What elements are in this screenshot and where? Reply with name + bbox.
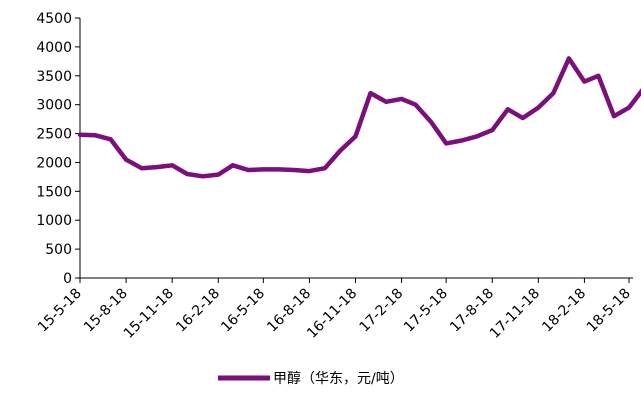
data-point [340,150,341,151]
data-point [202,176,203,177]
data-point [218,174,219,175]
data-point [172,165,173,166]
data-point [141,168,142,169]
data-point [324,168,325,169]
y-tick-label: 4000 [36,40,72,56]
data-point [629,107,630,108]
data-point [156,167,157,168]
y-tick-label: 4500 [36,11,72,27]
data-point [553,93,554,94]
x-tick-label: 17-11-18 [487,286,543,342]
data-point [232,165,233,166]
data-point [522,118,523,119]
data-point [95,135,96,136]
data-point [80,134,81,135]
data-point [355,136,356,137]
data-point [126,159,127,160]
data-point [461,140,462,141]
data-point [187,174,188,175]
y-tick-label: 500 [45,242,72,258]
data-point [278,169,279,170]
y-axis-ticks: 0 500 1000 1500 2000 2500 3000 3500 4000 4500 [36,11,80,287]
data-point [431,122,432,123]
data-point [492,130,493,131]
data-point [584,81,585,82]
data-point [538,107,539,108]
legend: 甲醇（华东，元/吨） [218,370,404,387]
data-point [370,93,371,94]
y-tick-label: 1500 [36,184,72,200]
data-point [507,109,508,110]
x-tick-label: 18-2-18 [539,286,589,336]
data-point [293,170,294,171]
x-tick-label: 15-11-18 [121,286,177,342]
data-point [568,58,569,59]
series-layer [80,58,641,177]
x-tick-label: 17-2-18 [356,286,406,336]
data-point [309,171,310,172]
y-tick-label: 1000 [36,213,72,229]
x-tick-label: 18-5-18 [584,286,634,336]
data-point [248,170,249,171]
x-tick-label: 17-5-18 [401,286,451,336]
data-point [614,116,615,117]
x-tick-label: 15-5-18 [35,286,85,336]
y-tick-label: 0 [63,271,72,287]
legend-label: 甲醇（华东，元/吨） [273,370,404,387]
axes: 0 500 1000 1500 2000 2500 3000 3500 4000 4500 15-… [35,11,634,342]
data-point [476,136,477,137]
y-tick-label: 2000 [36,155,72,171]
data-point [110,139,111,140]
y-tick-label: 2500 [36,127,72,143]
x-axis-ticks: 15-5-1815-8-1815-11-1816-2-1816-5-1816-8… [35,278,634,342]
data-point [446,143,447,144]
series-line [80,58,641,176]
data-point [415,104,416,105]
x-tick-label: 16-2-18 [173,286,223,336]
y-tick-label: 3000 [36,98,72,114]
x-tick-label: 16-5-18 [218,286,268,336]
data-point [401,98,402,99]
x-tick-label: 16-11-18 [304,286,360,342]
data-point [263,169,264,170]
y-tick-label: 3500 [36,69,72,85]
data-point [598,75,599,76]
data-point [386,101,387,102]
